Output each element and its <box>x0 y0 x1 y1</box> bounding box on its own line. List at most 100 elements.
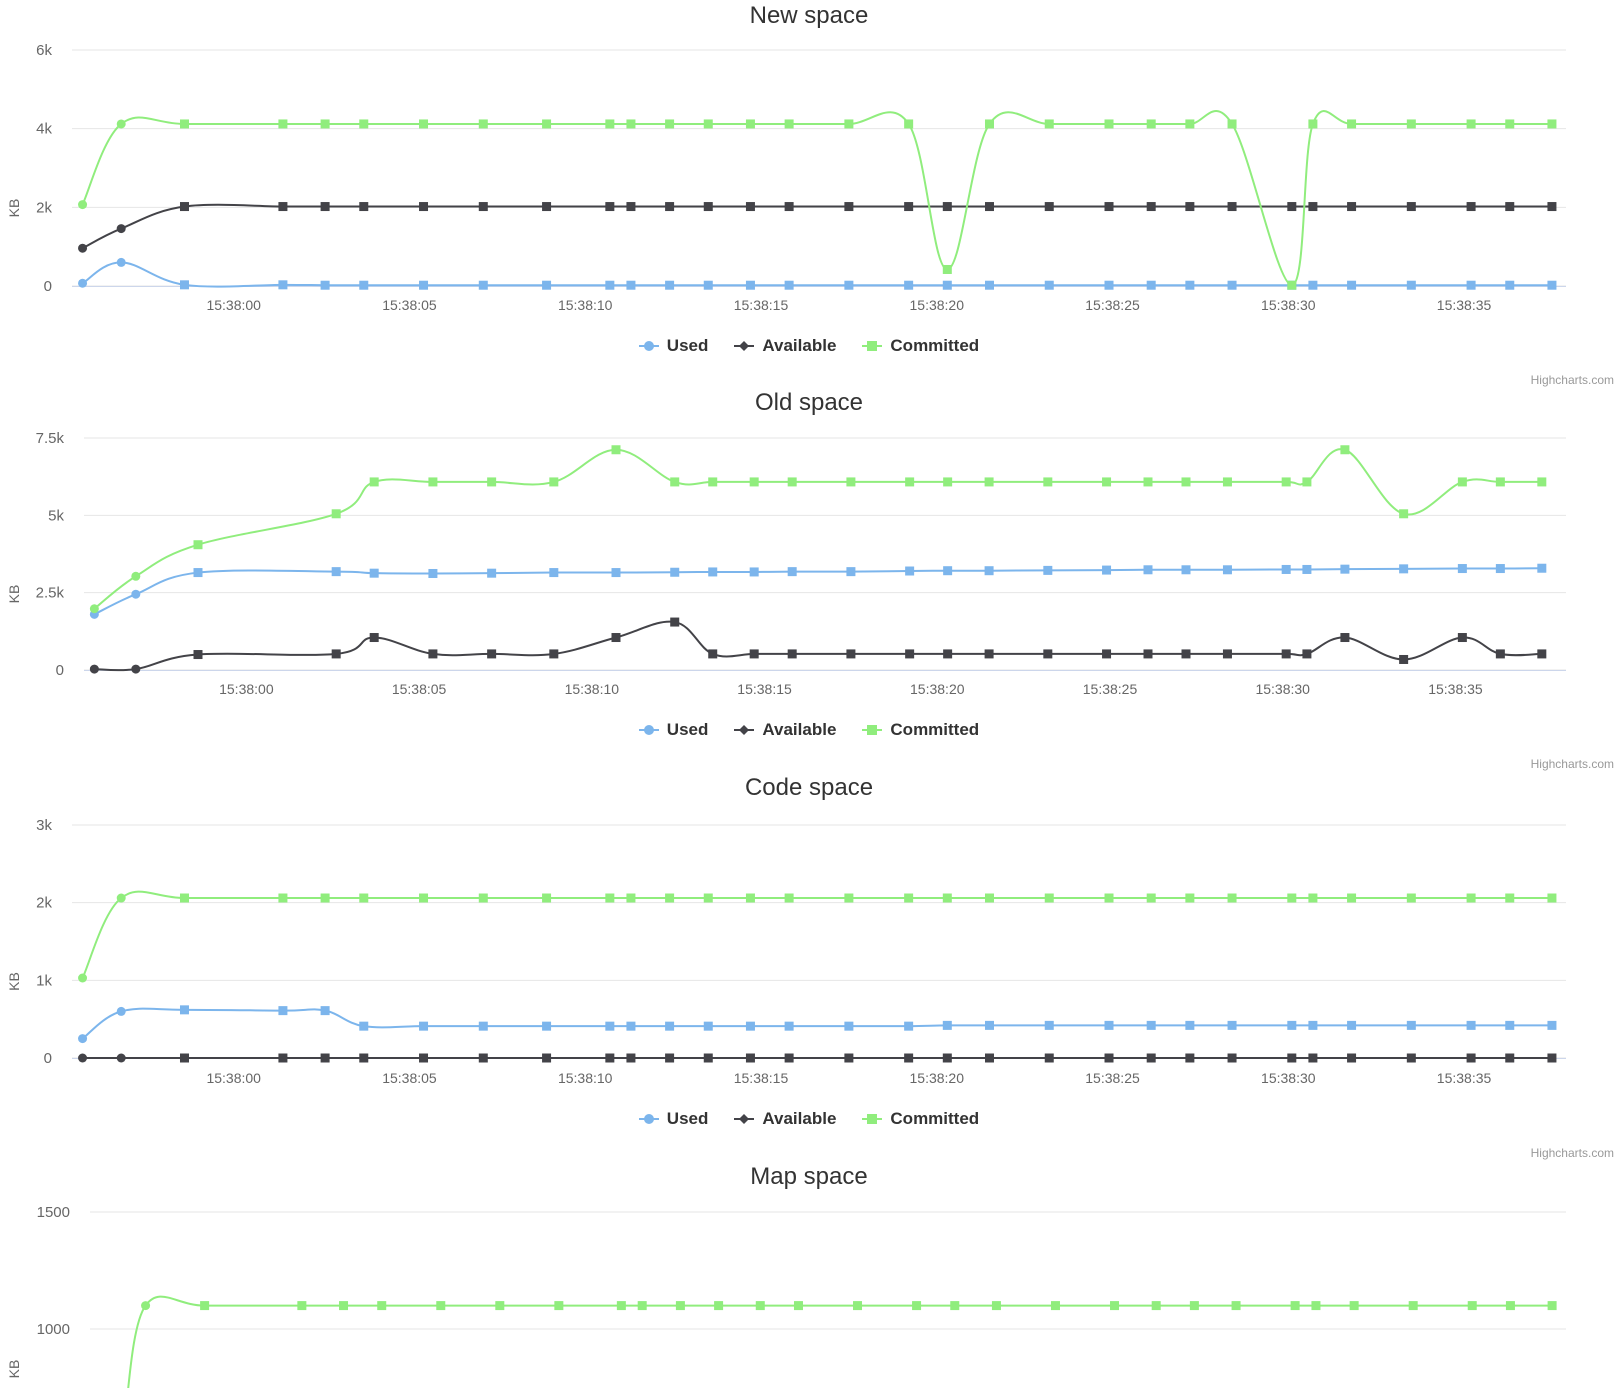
series-line-committed[interactable] <box>81 110 1552 287</box>
legend-item-available[interactable]: Available <box>734 1109 836 1129</box>
data-point-available[interactable] <box>1406 1053 1416 1063</box>
data-point-committed[interactable] <box>428 477 438 487</box>
data-point-committed[interactable] <box>943 477 953 487</box>
data-point-available[interactable] <box>1505 202 1515 212</box>
data-point-used[interactable] <box>1457 564 1467 574</box>
data-point-committed[interactable] <box>950 1301 960 1311</box>
data-point-available[interactable] <box>478 202 488 212</box>
data-point-used[interactable] <box>844 280 854 290</box>
series-line-used[interactable] <box>81 1007 1552 1040</box>
data-point-committed[interactable] <box>1537 477 1547 487</box>
data-point-available[interactable] <box>1227 1053 1237 1063</box>
data-point-used[interactable] <box>905 566 915 576</box>
data-point-committed[interactable] <box>1547 1301 1557 1311</box>
data-point-committed[interactable] <box>542 119 552 129</box>
data-point-used[interactable] <box>1347 280 1357 290</box>
data-point-available[interactable] <box>1104 1053 1114 1063</box>
data-point-available[interactable] <box>369 633 379 643</box>
data-point-committed[interactable] <box>703 119 713 129</box>
data-point-committed[interactable] <box>745 119 755 129</box>
data-point-available[interactable] <box>116 1053 126 1063</box>
data-point-committed[interactable] <box>1505 119 1515 129</box>
data-point-committed[interactable] <box>377 1301 387 1311</box>
data-point-used[interactable] <box>487 568 497 578</box>
data-point-committed[interactable] <box>1457 477 1467 487</box>
data-point-committed[interactable] <box>626 119 636 129</box>
data-point-used[interactable] <box>478 1021 488 1031</box>
data-point-committed[interactable] <box>1185 893 1195 903</box>
data-point-committed[interactable] <box>637 1301 647 1311</box>
data-point-used[interactable] <box>78 278 88 288</box>
data-point-committed[interactable] <box>179 893 189 903</box>
series-line-used[interactable] <box>93 567 1542 616</box>
data-point-used[interactable] <box>984 1020 994 1030</box>
data-point-available[interactable] <box>359 202 369 212</box>
data-point-available[interactable] <box>1505 1053 1515 1063</box>
data-point-used[interactable] <box>116 1006 126 1016</box>
data-point-available[interactable] <box>1347 1053 1357 1063</box>
data-point-available[interactable] <box>1181 649 1191 659</box>
data-point-used[interactable] <box>549 568 559 578</box>
data-point-used[interactable] <box>1104 280 1114 290</box>
data-point-available[interactable] <box>419 1053 429 1063</box>
data-point-available[interactable] <box>1308 202 1318 212</box>
data-point-committed[interactable] <box>1146 119 1156 129</box>
data-point-committed[interactable] <box>714 1301 724 1311</box>
data-point-committed[interactable] <box>844 119 854 129</box>
data-point-available[interactable] <box>179 202 189 212</box>
credits-link[interactable]: Highcharts.com <box>1530 757 1614 771</box>
data-point-available[interactable] <box>1287 202 1297 212</box>
data-point-available[interactable] <box>1547 1053 1557 1063</box>
series-available[interactable] <box>78 1053 1557 1063</box>
data-point-used[interactable] <box>428 568 438 578</box>
data-point-committed[interactable] <box>1408 1301 1418 1311</box>
data-point-used[interactable] <box>179 1005 189 1015</box>
data-point-used[interactable] <box>1466 1020 1476 1030</box>
data-point-used[interactable] <box>703 1021 713 1031</box>
data-point-used[interactable] <box>1287 1020 1297 1030</box>
data-point-available[interactable] <box>1146 202 1156 212</box>
data-point-committed[interactable] <box>1406 119 1416 129</box>
series-line-committed[interactable] <box>93 448 1542 610</box>
data-point-available[interactable] <box>542 1053 552 1063</box>
data-point-committed[interactable] <box>1043 477 1053 487</box>
data-point-used[interactable] <box>670 567 680 577</box>
data-point-available[interactable] <box>320 202 330 212</box>
data-point-used[interactable] <box>359 1021 369 1031</box>
data-point-used[interactable] <box>131 589 141 599</box>
legend-item-used[interactable]: Used <box>638 1109 708 1129</box>
data-point-used[interactable] <box>626 1021 636 1031</box>
data-point-committed[interactable] <box>141 1301 151 1311</box>
legend-item-used[interactable]: Used <box>638 720 708 740</box>
data-point-committed[interactable] <box>1406 893 1416 903</box>
data-point-committed[interactable] <box>905 477 915 487</box>
data-point-used[interactable] <box>369 568 379 578</box>
credits-link[interactable]: Highcharts.com <box>1530 373 1614 387</box>
data-point-committed[interactable] <box>1340 445 1350 455</box>
data-point-used[interactable] <box>611 568 621 578</box>
data-point-used[interactable] <box>1537 563 1547 573</box>
data-point-used[interactable] <box>708 567 718 577</box>
data-point-committed[interactable] <box>478 893 488 903</box>
data-point-available[interactable] <box>1399 654 1409 664</box>
data-point-used[interactable] <box>904 1021 914 1031</box>
series-available[interactable] <box>89 617 1547 674</box>
data-point-committed[interactable] <box>626 893 636 903</box>
data-point-committed[interactable] <box>193 540 203 550</box>
data-point-committed[interactable] <box>278 893 288 903</box>
data-point-committed[interactable] <box>942 264 952 274</box>
data-point-committed[interactable] <box>1231 1301 1241 1311</box>
data-point-committed[interactable] <box>297 1301 307 1311</box>
data-point-available[interactable] <box>428 649 438 659</box>
data-point-committed[interactable] <box>359 119 369 129</box>
series-committed[interactable] <box>78 890 1557 983</box>
data-point-committed[interactable] <box>665 119 675 129</box>
data-point-committed[interactable] <box>1302 477 1312 487</box>
data-point-committed[interactable] <box>1146 893 1156 903</box>
data-point-committed[interactable] <box>784 119 794 129</box>
data-point-available[interactable] <box>331 649 341 659</box>
data-point-used[interactable] <box>703 280 713 290</box>
data-point-available[interactable] <box>942 202 952 212</box>
data-point-available[interactable] <box>904 202 914 212</box>
data-point-committed[interactable] <box>549 477 559 487</box>
